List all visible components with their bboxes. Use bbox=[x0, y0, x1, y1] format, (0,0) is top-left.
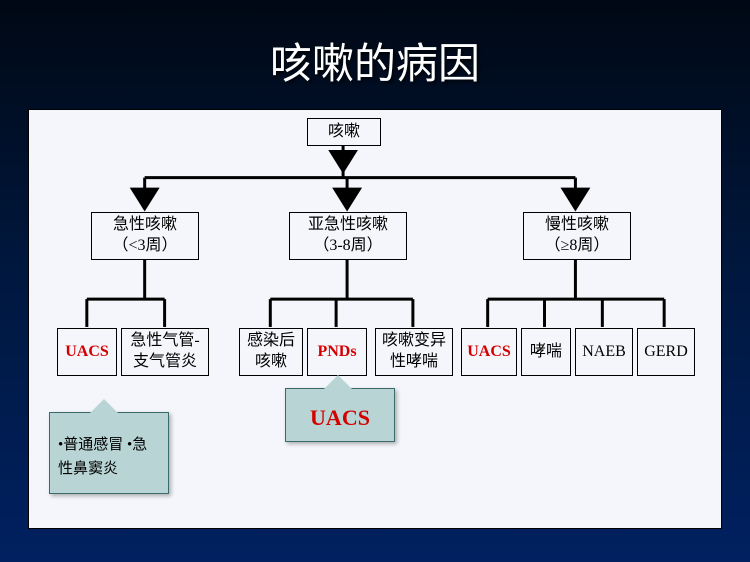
node-acute: 急性咳嗽 （<3周） bbox=[91, 212, 199, 260]
node-naeb: NAEB bbox=[575, 328, 633, 376]
node-gerd: GERD bbox=[637, 328, 695, 376]
callout-cold-sinusitis: •普通感冒 •急性鼻窦炎 bbox=[49, 412, 169, 494]
node-uacs-chronic: UACS bbox=[461, 328, 517, 376]
node-cva: 咳嗽变异 性哮喘 bbox=[375, 328, 453, 376]
node-root: 咳嗽 bbox=[307, 118, 381, 146]
node-subacute: 亚急性咳嗽 （3-8周） bbox=[289, 212, 407, 260]
node-postinfection: 感染后 咳嗽 bbox=[239, 328, 303, 376]
node-chronic: 慢性咳嗽 （≥8周） bbox=[523, 212, 631, 260]
callout-uacs: UACS bbox=[285, 388, 395, 442]
node-uacs-acute: UACS bbox=[57, 328, 117, 376]
node-bronchitis: 急性气管- 支气管炎 bbox=[121, 328, 209, 376]
node-asthma: 哮喘 bbox=[521, 328, 571, 376]
page-title: 咳嗽的病因 bbox=[0, 0, 750, 109]
node-pnds: PNDs bbox=[307, 328, 367, 376]
flowchart-canvas: 咳嗽 急性咳嗽 （<3周） 亚急性咳嗽 （3-8周） 慢性咳嗽 （≥8周） UA… bbox=[28, 109, 722, 529]
